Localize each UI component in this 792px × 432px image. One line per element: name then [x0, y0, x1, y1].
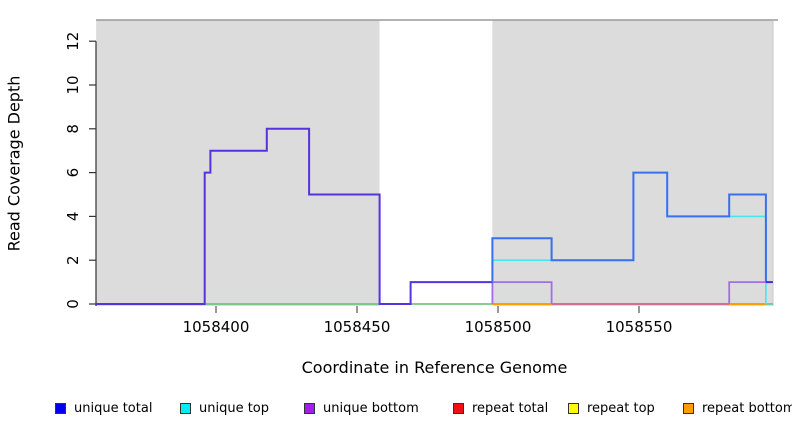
- legend-entry-unique-bottom: unique bottom: [304, 398, 419, 418]
- legend-swatch-unique-total: [55, 402, 66, 414]
- legend-entry-unique-total: unique total: [55, 398, 152, 418]
- y-tick-label-0: 0: [64, 299, 82, 309]
- legend-entry-repeat-total: repeat total: [453, 398, 548, 418]
- y-tick-label-10: 10: [64, 75, 82, 94]
- x-axis-title: Coordinate in Reference Genome: [301, 358, 568, 377]
- legend-label: repeat bottom: [702, 400, 792, 416]
- legend-label: repeat total: [472, 400, 549, 416]
- y-axis-title: Read Coverage Depth: [4, 75, 24, 252]
- x-tick-label-1058550: 1058550: [606, 318, 673, 336]
- legend-swatch-unique-top: [180, 402, 191, 414]
- x-tick-label-1058500: 1058500: [465, 318, 532, 336]
- plot-line-unique-bottom-line-2: [728, 281, 766, 304]
- y-tick-label-12: 12: [64, 32, 82, 51]
- y-tick-label-4: 4: [64, 212, 82, 222]
- x-tick-label-1058400: 1058400: [183, 318, 250, 336]
- legend-entry-repeat-bottom: repeat bottom: [683, 398, 792, 418]
- y-tick-label-8: 8: [64, 124, 82, 134]
- y-tick-label-2: 2: [64, 255, 82, 265]
- legend-entry-repeat-top: repeat top: [568, 398, 655, 418]
- x-tick-label-1058450: 1058450: [324, 318, 391, 336]
- y-tick-label-6: 6: [64, 168, 82, 178]
- legend-swatch-repeat-bottom: [683, 402, 694, 414]
- legend-label: unique total: [74, 400, 153, 416]
- shaded-region-1: [96, 20, 380, 306]
- legend-swatch-unique-bottom: [304, 402, 315, 414]
- legend-label: unique top: [199, 400, 270, 416]
- legend-label: repeat top: [587, 400, 655, 416]
- legend: unique total unique top unique bottom repea…: [0, 398, 792, 422]
- legend-swatch-repeat-top: [568, 402, 579, 414]
- plot-line-unique-total-left: [96, 127, 493, 305]
- legend-entry-unique-top: unique top: [180, 398, 269, 418]
- legend-swatch-repeat-total: [453, 402, 464, 414]
- shaded-region-2: [492, 20, 773, 306]
- plot-line-unique-total-right: [491, 171, 767, 283]
- plot-line-unique-bottom-line-1: [491, 281, 553, 304]
- legend-label: unique bottom: [323, 400, 419, 416]
